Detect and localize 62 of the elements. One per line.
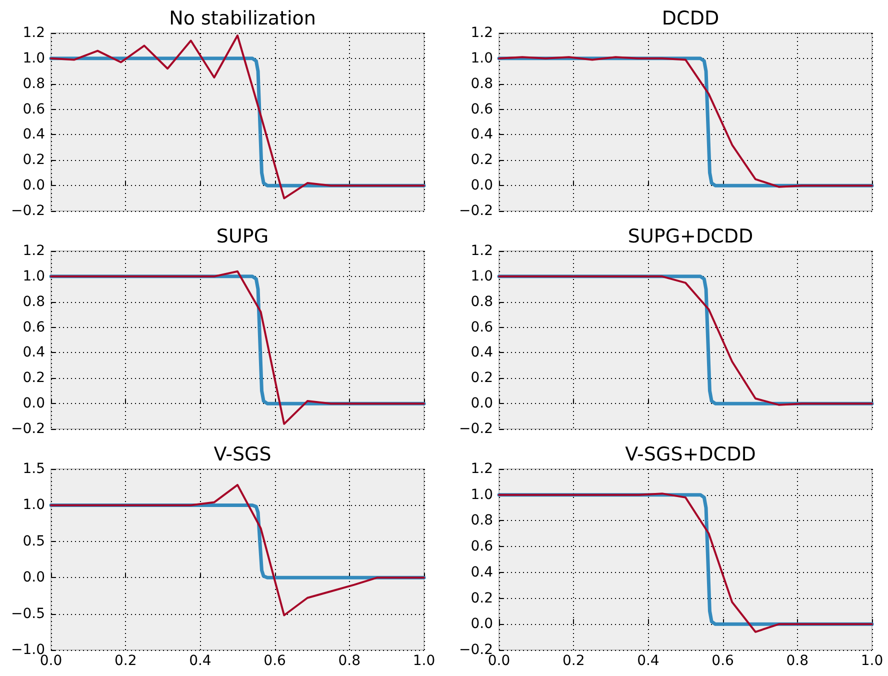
x-tick-label: 0.4 [189,653,212,669]
y-tick-label: 0.4 [470,344,494,361]
x-tick-label: 0.4 [637,653,660,669]
chart-title: V-SGS+DCDD [625,444,756,466]
y-tick-label: 1.2 [22,243,45,259]
y-tick-label: 0.6 [470,319,494,336]
y-tick-label: 1.2 [470,461,493,477]
x-tick-label: 0.0 [40,653,62,669]
y-tick-label: 0.0 [470,616,493,632]
y-tick-label: 1.0 [470,486,493,503]
y-tick-label: −0.2 [11,203,45,219]
y-tick-label: 0.4 [22,126,46,143]
y-tick-label: 0.2 [470,370,493,386]
x-tick-label: 1.0 [412,653,436,669]
y-tick-label: 1.0 [470,268,493,284]
y-tick-label: 1.0 [470,50,493,66]
y-tick-label: 0.4 [22,344,46,361]
y-tick-label: 0.0 [22,570,45,586]
y-tick-label: 0.8 [470,294,493,310]
y-tick-label: 1.0 [22,268,45,284]
x-tick-label: 0.2 [562,653,585,669]
y-tick-label: 0.4 [470,126,494,143]
x-tick-label: 0.8 [786,653,809,669]
y-tick-label: 0.0 [470,396,493,412]
y-tick-label: 0.8 [470,512,493,529]
y-tick-label: 0.8 [22,76,45,92]
y-tick-label: 0.6 [22,101,46,118]
x-tick-label: 1.0 [860,653,884,669]
y-tick-label: 0.0 [22,178,45,194]
chart-title: SUPG+DCDD [628,226,754,248]
chart-title: SUPG [216,226,269,248]
y-tick-label: 0.2 [470,152,493,168]
y-tick-label: 0.0 [22,396,45,412]
y-tick-label: 0.2 [470,590,493,606]
y-tick-label: 1.0 [22,497,45,514]
y-tick-label: 1.5 [22,461,45,477]
x-tick-label: 0.2 [114,653,137,669]
y-tick-label: −0.2 [459,203,493,219]
y-tick-label: 0.5 [22,533,45,550]
y-tick-label: −0.5 [11,606,45,622]
x-tick-label: 0.6 [712,653,734,669]
y-tick-label: 0.8 [470,76,493,92]
y-tick-label: 1.2 [470,25,493,41]
y-tick-label: −0.2 [459,421,493,437]
y-tick-label: −0.2 [11,421,45,437]
x-tick-label: 0.0 [488,653,510,669]
y-tick-label: 0.0 [470,178,493,194]
y-tick-label: 1.2 [22,25,45,41]
y-tick-label: 0.6 [470,101,494,118]
chart-title: No stabilization [169,8,316,30]
y-tick-label: 0.8 [22,294,45,310]
y-tick-label: 0.2 [22,152,45,168]
y-tick-label: 0.6 [22,319,46,336]
chart-title: V-SGS [214,444,272,466]
y-tick-label: 0.6 [470,538,494,555]
y-tick-label: 0.2 [22,370,45,386]
x-tick-label: 0.8 [338,653,361,669]
chart-title: DCDD [662,8,720,30]
y-tick-label: 0.4 [470,564,494,580]
x-tick-label: 0.6 [264,653,286,669]
y-tick-label: 1.2 [470,243,493,259]
y-tick-label: 1.0 [22,50,45,66]
